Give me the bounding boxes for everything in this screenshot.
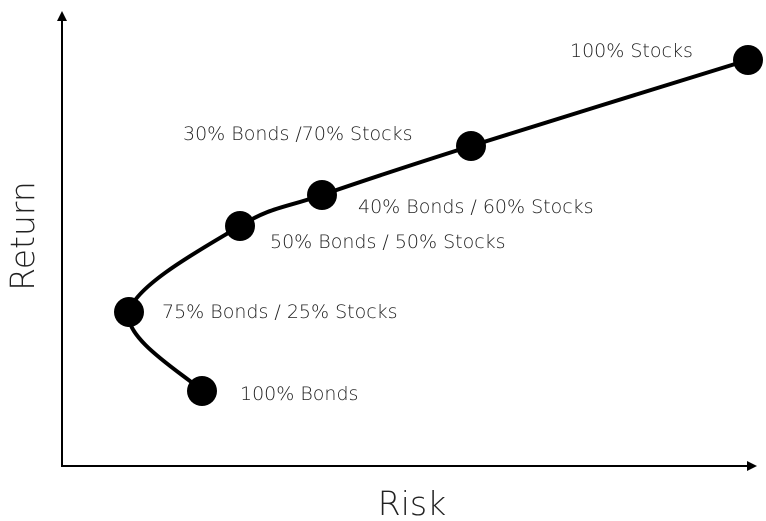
data-point	[307, 180, 337, 210]
x-axis-label: Risk	[378, 484, 446, 521]
frontier-curve	[126, 58, 750, 393]
point-label: 100% Stocks	[570, 40, 693, 62]
y-axis-label: Return	[3, 181, 42, 291]
point-label: 40% Bonds / 60% Stocks	[358, 196, 594, 218]
point-label: 100% Bonds	[240, 383, 358, 405]
data-point	[187, 376, 217, 406]
data-point	[114, 297, 144, 327]
point-labels: 100% Bonds 75% Bonds / 25% Stocks 50% Bond…	[162, 40, 693, 405]
point-label: 50% Bonds / 50% Stocks	[270, 231, 506, 253]
point-label: 75% Bonds / 25% Stocks	[162, 301, 398, 323]
data-points	[114, 45, 763, 406]
data-point	[225, 211, 255, 241]
point-label: 30% Bonds /70% Stocks	[183, 123, 413, 145]
data-point	[456, 131, 486, 161]
data-point	[733, 45, 763, 75]
